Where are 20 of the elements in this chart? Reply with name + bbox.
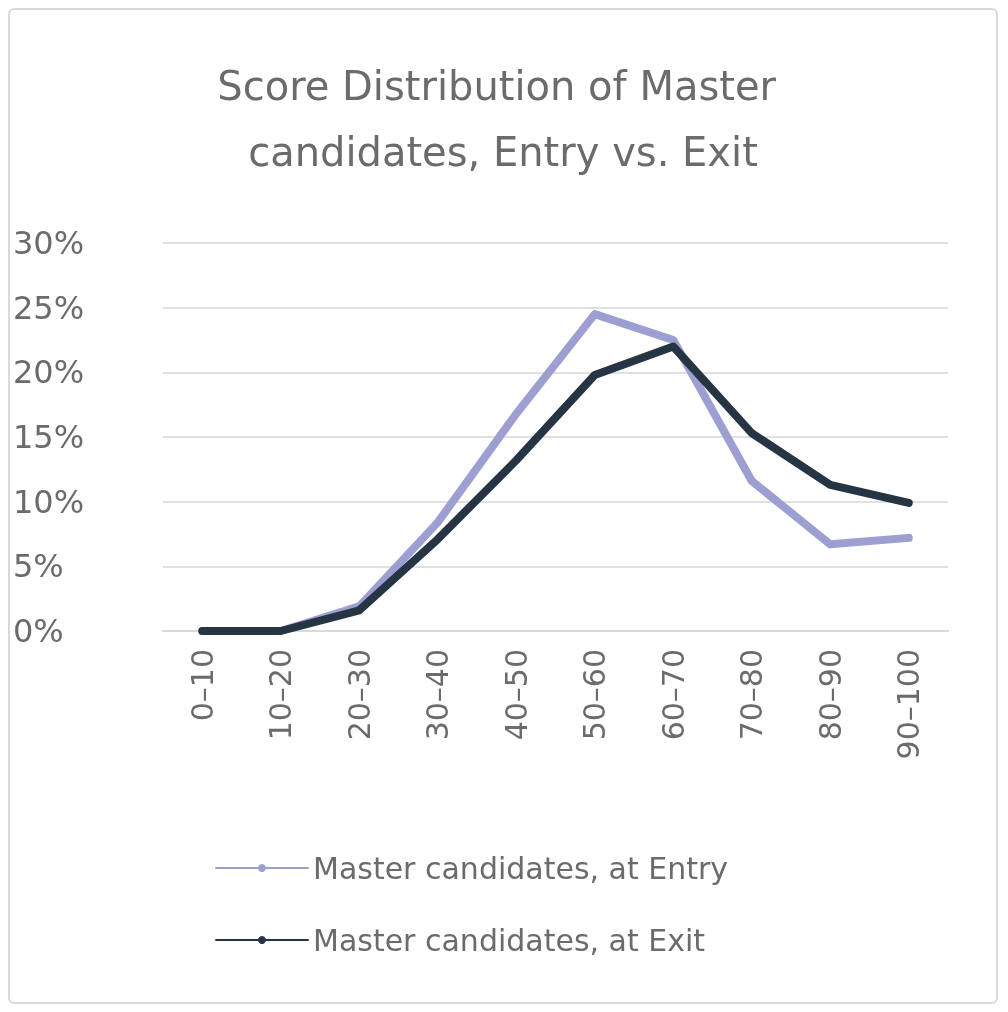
x-tick-label: 10–20 [263, 649, 299, 741]
x-tick-label: 50–60 [577, 649, 613, 741]
x-tick-label: 30–40 [420, 649, 456, 741]
y-tick-label: 0% [13, 612, 64, 650]
x-tick-label: 80–90 [812, 649, 848, 741]
x-tick-label: 40–50 [498, 649, 534, 741]
y-tick-label: 30% [13, 224, 85, 262]
legend-label: Master candidates, at Entry [313, 850, 729, 886]
y-tick-label: 25% [13, 288, 85, 327]
x-tick-label: 60–70 [655, 649, 691, 741]
y-tick-label: 15% [13, 418, 85, 456]
x-tick-label: 90–100 [891, 649, 927, 760]
x-tick-label: 20–30 [341, 649, 377, 741]
y-tick-label: 20% [13, 353, 85, 392]
x-tick-label: 0–10 [184, 649, 220, 722]
x-tick-label: 70–80 [734, 649, 770, 741]
chart-title: Score Distribution of Master candidates, Entry vs. Exit [217, 63, 789, 175]
y-tick-label: 5% [13, 547, 64, 586]
y-tick-label: 10% [13, 482, 85, 521]
legend-label: Master candidates, at Exit [313, 922, 706, 958]
